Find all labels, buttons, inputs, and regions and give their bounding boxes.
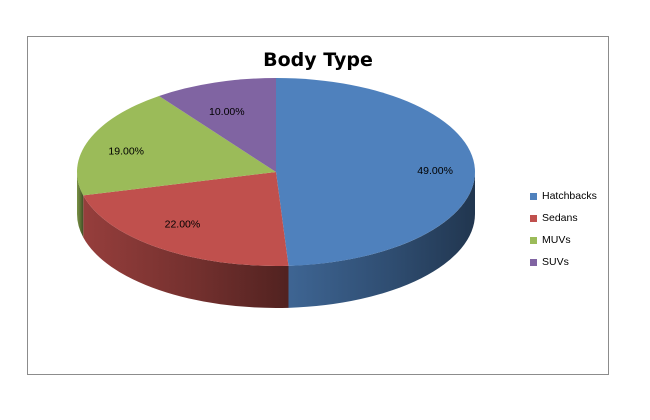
- pie-slice-sedans: [83, 172, 289, 266]
- pie-slice-suvs: [159, 78, 276, 172]
- legend-item-hatchbacks: Hatchbacks: [530, 185, 597, 207]
- legend-label-hatchbacks: Hatchbacks: [542, 190, 597, 202]
- data-label-suvs: 10.00%: [209, 106, 245, 118]
- data-label-hatchbacks: 49.00%: [417, 165, 453, 177]
- pie-slice-muvs: [76, 95, 276, 196]
- data-label-sedans: 22.00%: [165, 219, 201, 231]
- legend-item-sedans: Sedans: [530, 207, 597, 229]
- pie-side-muvs: [77, 172, 84, 238]
- legend: Hatchbacks Sedans MUVs SUVs: [530, 185, 597, 273]
- legend-swatch-muvs: [530, 236, 537, 244]
- legend-label-muvs: MUVs: [542, 234, 571, 246]
- legend-swatch-hatchbacks: [530, 192, 537, 200]
- pie-slice-hatchbacks: [276, 78, 475, 266]
- pie-plot: 49.00% 22.00% 19.00% 10.00%: [76, 78, 475, 309]
- legend-label-suvs: SUVs: [542, 256, 569, 268]
- legend-item-suvs: SUVs: [530, 251, 597, 273]
- data-label-muvs: 19.00%: [108, 145, 144, 157]
- chart-area: Body Type 49.00% 22.00% 19.00% 10.00% Hatch…: [27, 36, 609, 375]
- pie-side-sedans: [83, 195, 289, 309]
- chart-title: Body Type: [263, 49, 373, 71]
- legend-item-muvs: MUVs: [530, 229, 597, 251]
- legend-swatch-sedans: [530, 214, 537, 222]
- pie-side-hatchbacks: [288, 172, 475, 308]
- legend-label-sedans: Sedans: [542, 212, 578, 224]
- legend-swatch-suvs: [530, 258, 537, 266]
